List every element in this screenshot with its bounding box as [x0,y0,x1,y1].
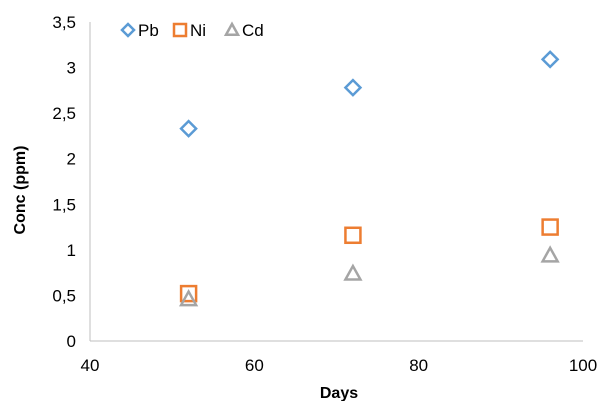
series-cd [178,245,560,307]
y-axis-title: Conc (ppm) [12,146,29,235]
y-tick-label: 3 [67,59,76,78]
series-pb [179,50,560,138]
y-tick-label: 2,5 [52,104,76,123]
x-axis-title: Days [320,385,358,401]
y-tick-label: 2 [67,150,76,169]
y-tick-label: 1 [67,241,76,260]
x-tick-label: 100 [569,356,597,375]
series-ni [179,218,559,303]
y-tick-label: 0,5 [52,286,76,305]
x-tick-label: 40 [81,356,100,375]
data-point-cd [178,289,199,307]
y-tick-label: 1,5 [52,195,76,214]
legend-marker-pb [120,22,136,38]
legend-marker-cd [223,21,241,37]
legend-label: Ni [190,21,206,40]
data-point-pb [179,119,198,138]
tick-labels: 40 60 80 100 0 0,5 1 1,5 2 2,5 3 3,5 [52,13,597,375]
legend-item-ni: Ni [172,21,206,40]
legend-item-pb: Pb [120,21,159,40]
legend-label: Pb [138,21,159,40]
axes [89,22,583,342]
legend-label: Cd [242,21,264,40]
data-point-pb [343,78,363,97]
legend-item-cd: Cd [223,21,264,40]
data-point-cd [540,245,560,263]
x-tick-label: 60 [245,356,264,375]
legend-marker-ni [172,22,188,38]
y-tick-label: 0 [67,332,76,351]
y-tick-label: 3,5 [52,13,76,32]
data-points [178,50,560,307]
data-point-ni [344,226,362,245]
x-tick-label: 80 [409,356,428,375]
legend: Pb Ni Cd [120,21,264,40]
data-point-ni [179,284,198,303]
data-point-ni [541,218,559,236]
data-point-cd [343,263,363,281]
data-point-pb [540,50,560,69]
